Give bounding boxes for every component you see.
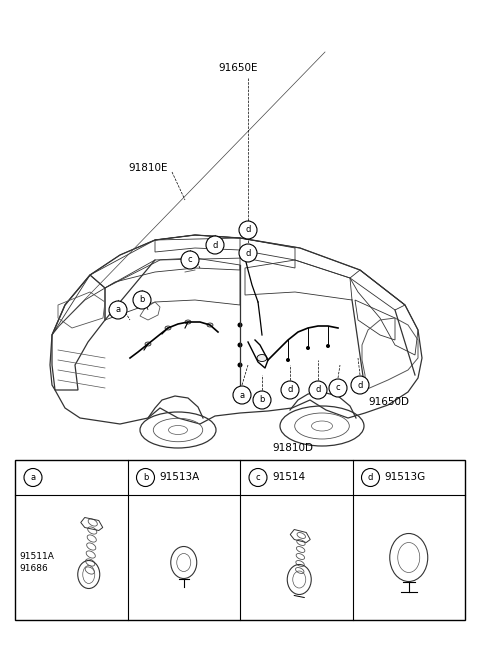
Circle shape [329, 379, 347, 397]
Text: 91650D: 91650D [368, 397, 409, 407]
Text: a: a [115, 306, 120, 314]
Text: 91650E: 91650E [218, 63, 257, 73]
Circle shape [326, 344, 330, 348]
Text: c: c [336, 384, 340, 392]
Text: a: a [240, 390, 245, 400]
Circle shape [238, 342, 242, 348]
Text: d: d [315, 386, 321, 394]
Circle shape [281, 381, 299, 399]
Ellipse shape [207, 323, 213, 327]
Text: d: d [288, 386, 293, 394]
Text: 91513G: 91513G [384, 472, 426, 483]
Text: b: b [139, 295, 144, 304]
Circle shape [133, 291, 151, 309]
Circle shape [286, 358, 290, 362]
Circle shape [24, 468, 42, 487]
Ellipse shape [145, 342, 151, 346]
Circle shape [239, 221, 257, 239]
Circle shape [109, 301, 127, 319]
Circle shape [306, 346, 310, 350]
Text: d: d [245, 226, 251, 234]
Text: d: d [212, 241, 218, 249]
Circle shape [238, 323, 242, 327]
Text: d: d [245, 249, 251, 258]
Circle shape [233, 386, 251, 404]
Text: 91810E: 91810E [128, 163, 168, 173]
Text: b: b [143, 473, 148, 482]
Text: c: c [256, 473, 260, 482]
Circle shape [253, 391, 271, 409]
Circle shape [238, 363, 242, 367]
Text: 91513A: 91513A [159, 472, 200, 483]
Text: d: d [357, 380, 363, 390]
Text: b: b [259, 396, 264, 405]
Circle shape [136, 468, 155, 487]
Circle shape [309, 381, 327, 399]
Text: a: a [30, 473, 36, 482]
Text: d: d [368, 473, 373, 482]
Circle shape [206, 236, 224, 254]
Circle shape [361, 468, 380, 487]
Ellipse shape [257, 354, 267, 361]
Ellipse shape [165, 326, 171, 330]
Circle shape [249, 468, 267, 487]
Text: 91810D: 91810D [272, 443, 313, 453]
Text: c: c [188, 255, 192, 264]
Ellipse shape [185, 320, 191, 324]
Circle shape [181, 251, 199, 269]
Text: 91511A: 91511A [19, 552, 54, 561]
Text: 91686: 91686 [19, 564, 48, 573]
Text: 91514: 91514 [272, 472, 305, 483]
Circle shape [239, 244, 257, 262]
Circle shape [351, 376, 369, 394]
